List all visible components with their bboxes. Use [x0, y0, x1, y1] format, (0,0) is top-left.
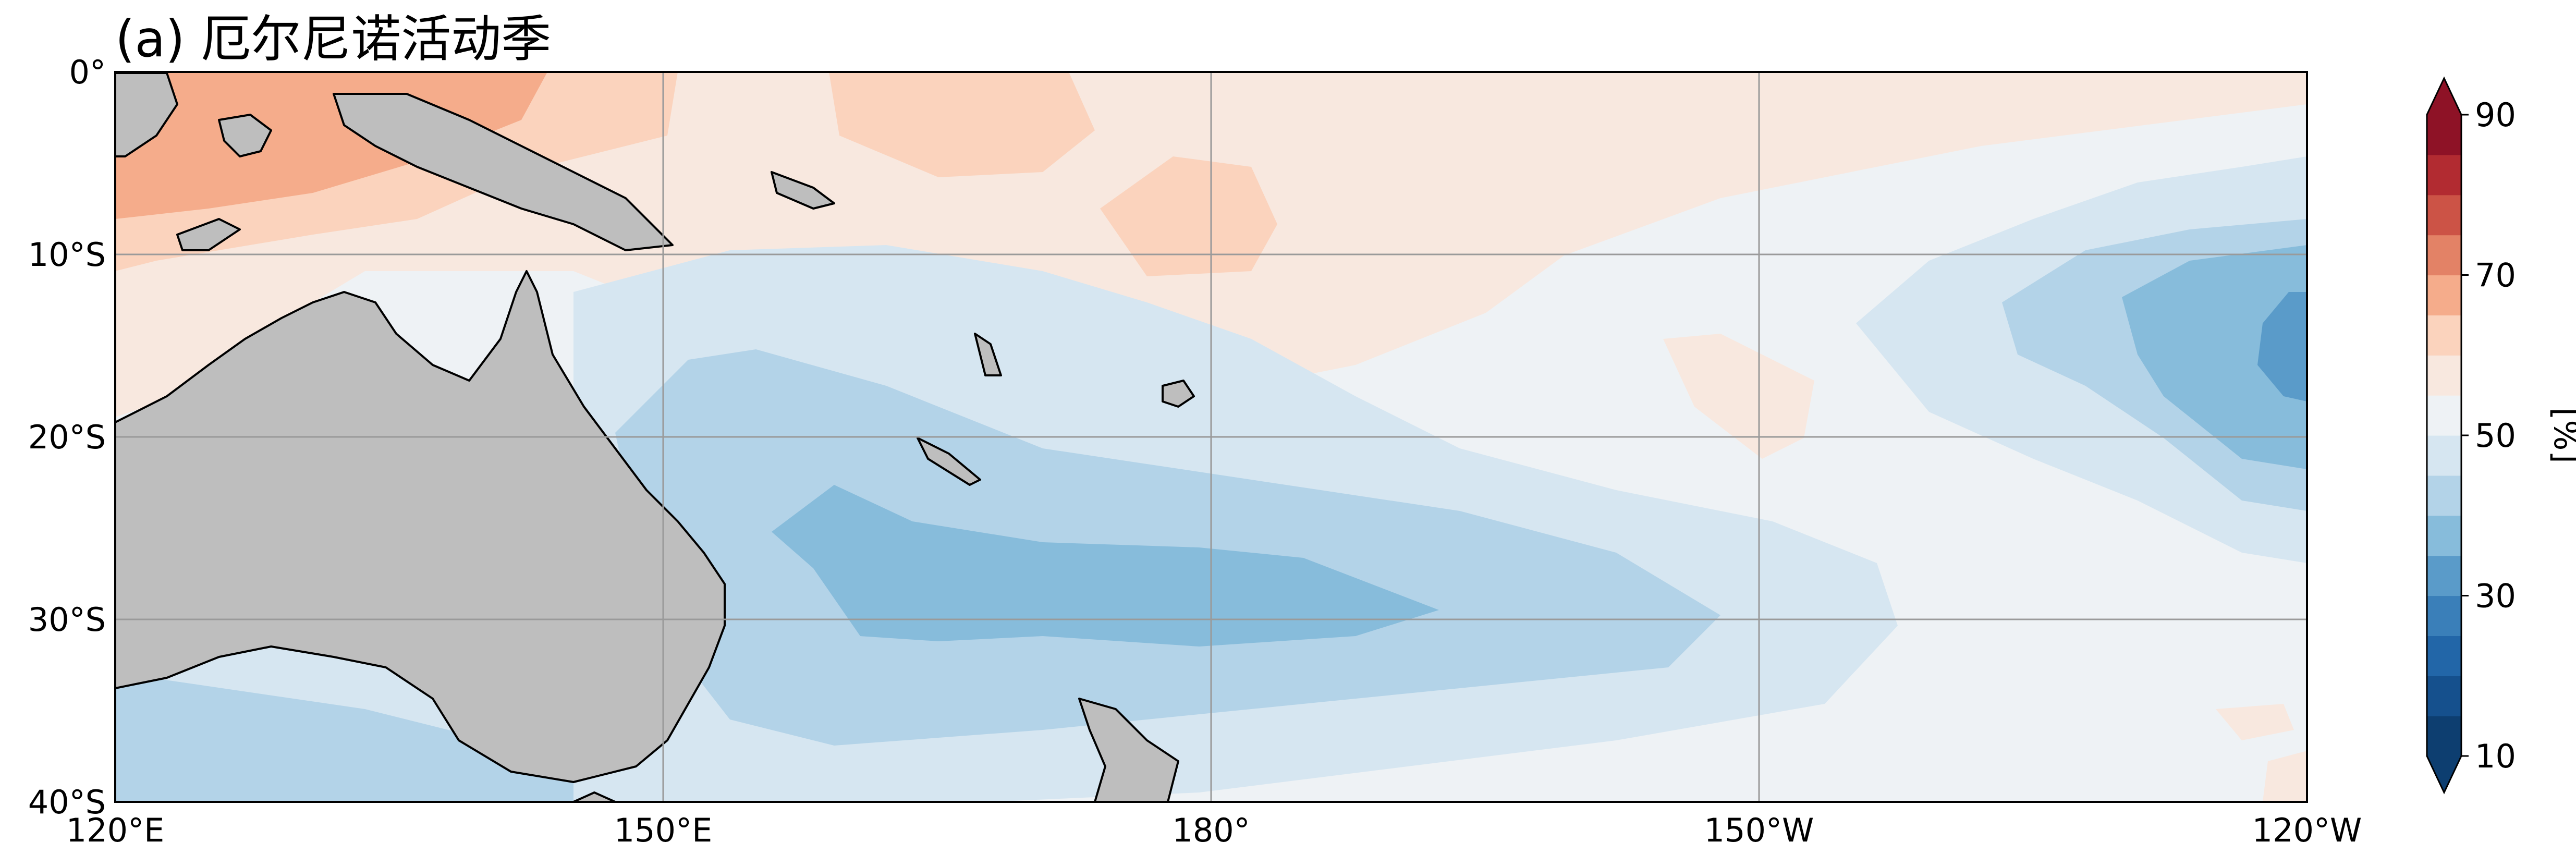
- colorbar-extend-top: [2427, 78, 2461, 115]
- colorbar-level: [2427, 154, 2461, 196]
- colorbar-label: [%]: [2547, 407, 2576, 463]
- land-new-guinea: [333, 93, 674, 251]
- colorbar: 90 70 50 30 10 [%]: [2426, 76, 2576, 795]
- colorbar-tick-label: 30: [2475, 577, 2516, 615]
- y-tick-label: 30°S: [28, 601, 106, 639]
- colorbar-levels: [2427, 115, 2461, 757]
- colorbar-level: [2427, 355, 2461, 396]
- contour-cool-south-coast: [115, 673, 573, 802]
- contour-warm-patch-4: [2268, 72, 2307, 94]
- contour-warm-patch-3: [1663, 334, 1814, 459]
- land-australia: [115, 270, 726, 783]
- colorbar-level: [2427, 636, 2461, 676]
- colorbar-level: [2427, 395, 2461, 436]
- land-solomon: [771, 171, 835, 210]
- x-axis: 120°E 150°E 180° 150°W 120°W: [66, 811, 2362, 849]
- y-tick-label: 10°S: [28, 236, 106, 274]
- x-tick-label: 120°W: [2252, 811, 2362, 849]
- colorbar-level: [2427, 555, 2461, 596]
- contour-warm-patch-1: [829, 72, 1095, 177]
- contour-cool-east-inner: [2122, 245, 2307, 469]
- map-frame: [114, 71, 2308, 803]
- map-gridlines: [115, 72, 2307, 802]
- x-tick-label: 150°W: [1704, 811, 1814, 849]
- contour-warm-patch-6: [2263, 751, 2307, 802]
- land-timor: [176, 218, 241, 251]
- contour-cool-inner: [772, 485, 1439, 647]
- colorbar-level: [2427, 115, 2461, 155]
- colorbar-level: [2427, 676, 2461, 716]
- land-sulawesi: [218, 114, 272, 157]
- colorbar-tick-label: 10: [2475, 737, 2516, 775]
- land-tasmania: [572, 791, 616, 802]
- contour-cool-east-core: [2257, 292, 2307, 401]
- colorbar-level: [2427, 275, 2461, 315]
- x-tick-label: 150°E: [614, 811, 713, 849]
- contour-warm-patch-5: [2216, 704, 2294, 740]
- colorbar-level: [2427, 435, 2461, 476]
- colorbar-ticks: 90 70 50 30 10: [2461, 96, 2516, 775]
- colorbar-level: [2427, 515, 2461, 556]
- colorbar-level: [2427, 716, 2461, 757]
- y-tick-label: 20°S: [28, 418, 106, 456]
- x-tick-label: 180°: [1172, 811, 1250, 849]
- colorbar-level: [2427, 235, 2461, 276]
- colorbar-level: [2427, 194, 2461, 236]
- colorbar-level: [2427, 595, 2461, 636]
- colorbar-tick-label: 90: [2475, 96, 2516, 134]
- y-tick-label: 0°: [69, 53, 106, 91]
- figure-title: (a) 厄尔尼诺活动季: [115, 10, 551, 68]
- colorbar-tick-label: 70: [2475, 257, 2516, 295]
- y-axis: 0° 10°S 20°S 30°S 40°S: [28, 53, 106, 821]
- land-fiji: [1162, 380, 1195, 408]
- y-tick-label: 40°S: [28, 783, 106, 821]
- contour-warm-patch-2: [1100, 156, 1277, 276]
- land-new-zealand: [1078, 698, 1179, 802]
- land-vanuatu: [974, 333, 1002, 376]
- land-masses: [115, 72, 1195, 802]
- colorbar-tick-label: 50: [2475, 417, 2516, 455]
- colorbar-level: [2427, 315, 2461, 356]
- x-tick-label: 120°E: [66, 811, 165, 849]
- colorbar-level: [2427, 475, 2461, 516]
- colorbar-extend-bottom: [2427, 756, 2461, 792]
- land-new-caledonia: [917, 437, 981, 486]
